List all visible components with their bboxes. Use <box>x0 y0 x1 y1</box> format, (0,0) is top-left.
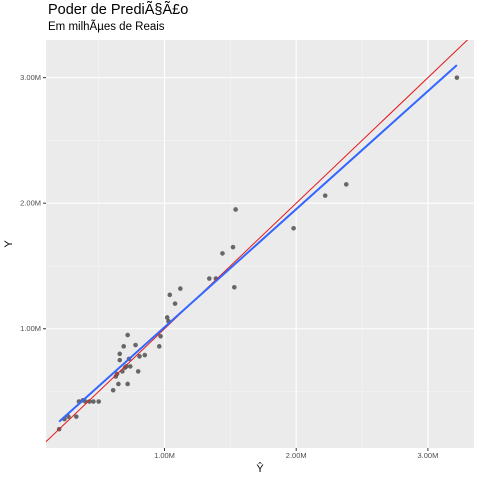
data-point <box>124 364 129 369</box>
data-point <box>116 381 121 387</box>
data-point <box>133 342 138 348</box>
chart-title: Poder de PrediÃ§Ã£o <box>48 2 189 18</box>
data-point <box>91 399 96 404</box>
data-point <box>137 354 142 359</box>
data-point <box>230 244 236 250</box>
data-point <box>178 286 183 291</box>
data-point <box>125 381 130 387</box>
data-point <box>96 399 101 404</box>
data-point <box>167 292 173 298</box>
data-point <box>73 414 79 419</box>
data-point <box>125 332 130 338</box>
y-tick-label: 3.00M <box>20 73 41 82</box>
data-point <box>117 351 123 357</box>
data-point <box>291 226 296 231</box>
x-tick-label: 3.00M <box>417 451 438 460</box>
data-point <box>164 315 170 320</box>
data-point <box>110 387 116 393</box>
data-point <box>206 276 212 281</box>
y-tick-label: 2.00M <box>20 199 41 208</box>
data-point <box>156 344 162 349</box>
data-point <box>220 251 225 256</box>
data-point <box>121 344 126 349</box>
data-layer <box>46 40 469 443</box>
plot-panel <box>46 40 474 448</box>
data-point <box>87 399 92 404</box>
data-point <box>127 364 133 369</box>
data-point <box>142 352 148 358</box>
y-tick-label: 1.00M <box>20 324 41 333</box>
data-point <box>172 301 178 306</box>
fit-line <box>58 64 458 423</box>
chart-subtitle: Em milhÃµes de Reais <box>48 21 165 33</box>
data-point <box>117 357 123 363</box>
x-axis-title: Ŷ <box>256 462 264 475</box>
data-point <box>135 369 141 374</box>
y-axis-title: Y <box>3 240 15 248</box>
data-point <box>232 285 237 290</box>
data-point <box>322 193 328 198</box>
x-tick-label: 1.00M <box>154 451 175 460</box>
data-point <box>343 182 349 187</box>
reference-line <box>46 40 469 443</box>
data-point <box>454 75 460 80</box>
x-tick-label: 2.00M <box>286 451 307 460</box>
data-point <box>233 207 238 212</box>
data-point <box>158 333 163 339</box>
